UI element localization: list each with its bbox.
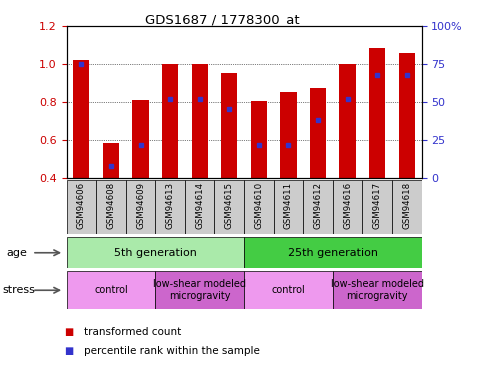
Text: percentile rank within the sample: percentile rank within the sample bbox=[84, 346, 260, 355]
Bar bbox=[103, 143, 119, 178]
Text: GSM94614: GSM94614 bbox=[195, 182, 204, 229]
Bar bbox=[333, 180, 362, 234]
Text: GSM94606: GSM94606 bbox=[77, 182, 86, 229]
Text: GSM94617: GSM94617 bbox=[373, 182, 382, 229]
Bar bbox=[214, 180, 244, 234]
Text: control: control bbox=[272, 285, 305, 295]
Text: transformed count: transformed count bbox=[84, 327, 181, 337]
Text: control: control bbox=[94, 285, 128, 295]
Bar bbox=[398, 53, 415, 178]
Bar bbox=[392, 180, 422, 234]
Bar bbox=[244, 180, 274, 234]
Bar bbox=[333, 271, 422, 309]
Text: stress: stress bbox=[2, 285, 35, 295]
Text: GDS1687 / 1778300_at: GDS1687 / 1778300_at bbox=[144, 13, 299, 26]
Bar bbox=[274, 180, 303, 234]
Text: age: age bbox=[6, 248, 27, 258]
Bar bbox=[244, 237, 422, 268]
Text: GSM94616: GSM94616 bbox=[343, 182, 352, 229]
Bar bbox=[191, 64, 208, 178]
Text: 25th generation: 25th generation bbox=[288, 248, 378, 258]
Bar bbox=[280, 92, 296, 178]
Bar bbox=[126, 180, 155, 234]
Bar bbox=[67, 180, 96, 234]
Text: ■: ■ bbox=[64, 346, 73, 355]
Bar bbox=[250, 101, 267, 178]
Bar bbox=[67, 237, 244, 268]
Bar bbox=[310, 88, 326, 178]
Text: GSM94611: GSM94611 bbox=[284, 182, 293, 229]
Bar bbox=[369, 48, 386, 178]
Text: ■: ■ bbox=[64, 327, 73, 337]
Bar bbox=[155, 180, 185, 234]
Text: GSM94615: GSM94615 bbox=[225, 182, 234, 229]
Bar bbox=[221, 73, 237, 178]
Text: low-shear modeled
microgravity: low-shear modeled microgravity bbox=[153, 279, 246, 301]
Bar bbox=[162, 64, 178, 178]
Text: GSM94618: GSM94618 bbox=[402, 182, 411, 229]
Bar bbox=[244, 271, 333, 309]
Text: GSM94609: GSM94609 bbox=[136, 182, 145, 229]
Text: GSM94612: GSM94612 bbox=[314, 182, 322, 229]
Text: GSM94608: GSM94608 bbox=[106, 182, 115, 229]
Bar bbox=[362, 180, 392, 234]
Bar bbox=[132, 100, 149, 178]
Bar bbox=[303, 180, 333, 234]
Bar bbox=[67, 271, 155, 309]
Text: GSM94613: GSM94613 bbox=[166, 182, 175, 229]
Text: low-shear modeled
microgravity: low-shear modeled microgravity bbox=[331, 279, 423, 301]
Bar bbox=[96, 180, 126, 234]
Text: GSM94610: GSM94610 bbox=[254, 182, 263, 229]
Text: 5th generation: 5th generation bbox=[114, 248, 197, 258]
Bar bbox=[73, 60, 90, 178]
Bar bbox=[185, 180, 214, 234]
Bar bbox=[155, 271, 244, 309]
Bar bbox=[339, 64, 355, 178]
